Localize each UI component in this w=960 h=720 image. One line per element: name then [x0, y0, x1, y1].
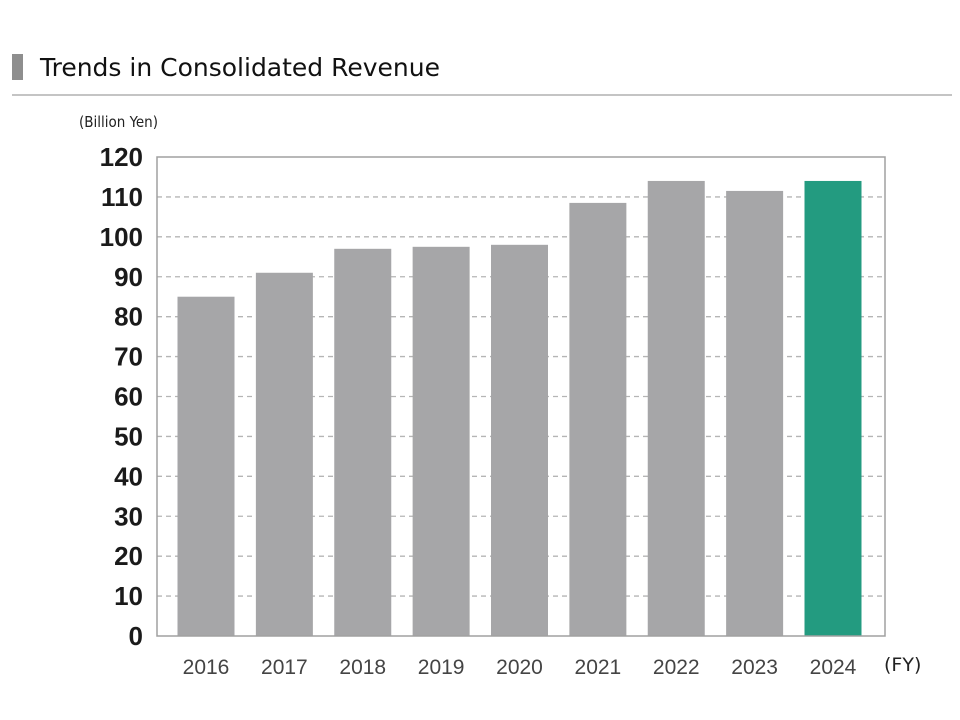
y-tick-label: 30 [114, 501, 143, 531]
y-axis-ticks: 0 10 20 30 40 50 60 70 80 90 100 110 120 [100, 142, 143, 651]
plot-frame [156, 156, 886, 637]
x-tick-label-2019: 2019 [418, 656, 465, 679]
x-tick-label-2024: 2024 [810, 656, 857, 679]
x-tick-label-2020: 2020 [496, 656, 543, 679]
bar-2020 [491, 244, 548, 637]
bar-2019 [412, 246, 470, 636]
bar-2018 [334, 248, 392, 636]
bar-2024 [804, 180, 862, 636]
x-tick-label-2018: 2018 [339, 656, 386, 679]
y-tick-label: 10 [114, 581, 143, 611]
x-tick-label-2022: 2022 [653, 656, 700, 679]
x-axis-ticks: 2016 2017 2018 2019 2020 2021 2022 2023 2024 [183, 656, 857, 679]
y-tick-label: 60 [114, 382, 143, 412]
bar-2016 [177, 296, 235, 636]
y-tick-label: 110 [101, 182, 143, 212]
x-tick-label-2016: 2016 [183, 656, 230, 679]
bar-2022 [647, 180, 705, 636]
title-marker [12, 54, 23, 80]
y-tick-label: 20 [114, 541, 143, 571]
bar-2017 [255, 272, 313, 636]
y-tick-label: 100 [100, 222, 143, 252]
x-tick-label-2021: 2021 [575, 656, 622, 679]
title-divider [12, 94, 952, 96]
y-tick-label: 50 [114, 421, 143, 451]
x-axis-unit-label: (FY) [884, 654, 922, 676]
y-tick-label: 120 [100, 142, 143, 172]
title-bar: Trends in Consolidated Revenue [12, 52, 952, 96]
x-tick-label-2023: 2023 [731, 656, 778, 679]
bar-2023 [726, 190, 784, 636]
bars [177, 180, 862, 637]
y-tick-label: 0 [129, 621, 143, 651]
y-tick-label: 40 [114, 461, 143, 491]
y-tick-label: 90 [114, 262, 143, 292]
y-tick-label: 80 [114, 302, 143, 332]
y-axis-unit-label: (Billion Yen) [79, 113, 158, 131]
x-tick-label-2017: 2017 [261, 656, 308, 679]
y-tick-label: 70 [114, 342, 143, 372]
page-title: Trends in Consolidated Revenue [40, 53, 440, 82]
bar-2021 [569, 202, 627, 636]
